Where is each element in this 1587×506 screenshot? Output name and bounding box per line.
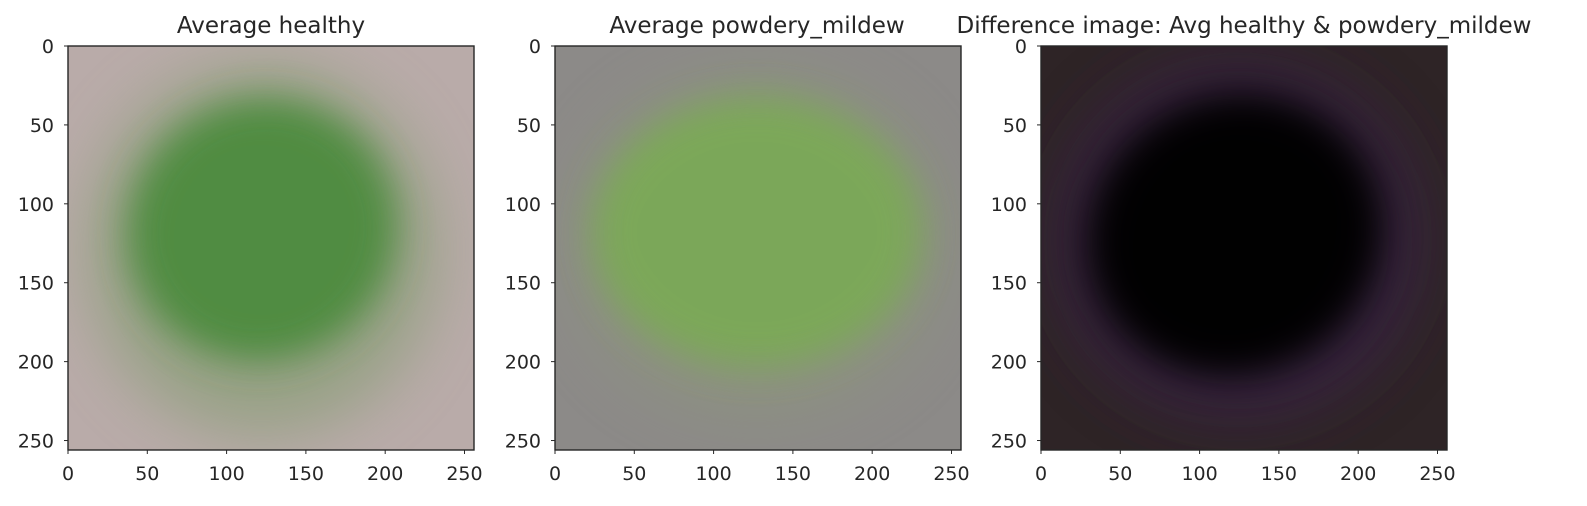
y-tick-label: 150 <box>18 273 54 295</box>
leaf-blob <box>127 99 397 361</box>
x-axis: 0 50 100 150 200 250 <box>62 450 483 485</box>
x-axis: 0 50 100 150 200 250 <box>1035 450 1456 485</box>
y-tick-label: 250 <box>505 431 541 453</box>
image-average-powdery-mildew <box>555 46 961 450</box>
x-axis: 0 50 100 150 200 250 <box>549 450 970 485</box>
panel-average-powdery-mildew: Average powdery_mildew 0 50 100 150 200 250 0… <box>505 13 970 485</box>
x-tick-label: 250 <box>933 463 969 485</box>
leaf-blob <box>592 97 922 367</box>
y-tick-label: 50 <box>517 115 541 137</box>
panel-title-difference-image: Difference image: Avg healthy & powdery_… <box>956 13 1531 39</box>
x-tick-label: 150 <box>775 463 811 485</box>
y-axis: 0 50 100 150 200 250 <box>18 36 68 453</box>
x-tick-label: 250 <box>446 463 482 485</box>
x-tick-label: 200 <box>367 463 403 485</box>
axes-frame <box>67 45 475 451</box>
y-tick-label: 50 <box>1003 115 1027 137</box>
y-tick-label: 200 <box>18 352 54 374</box>
y-tick-label: 0 <box>1015 36 1027 58</box>
y-tick-label: 250 <box>18 431 54 453</box>
y-tick-label: 250 <box>991 431 1027 453</box>
x-tick-label: 150 <box>1261 463 1297 485</box>
y-tick-label: 150 <box>505 273 541 295</box>
y-tick-label: 100 <box>18 194 54 216</box>
leaf-blob <box>1086 93 1384 377</box>
x-tick-label: 200 <box>854 463 890 485</box>
x-tick-label: 50 <box>135 463 159 485</box>
x-tick-label: 0 <box>62 463 74 485</box>
y-tick-label: 0 <box>529 36 541 58</box>
x-tick-label: 50 <box>1108 463 1132 485</box>
panel-title-average-powdery-mildew: Average powdery_mildew <box>609 13 904 39</box>
panel-difference-image: Difference image: Avg healthy & powdery_… <box>956 13 1531 485</box>
x-tick-label: 100 <box>208 463 244 485</box>
y-tick-label: 150 <box>991 273 1027 295</box>
x-tick-label: 150 <box>288 463 324 485</box>
x-tick-label: 250 <box>1419 463 1455 485</box>
y-tick-label: 50 <box>30 115 54 137</box>
axes-frame <box>554 45 962 451</box>
y-tick-label: 200 <box>991 352 1027 374</box>
y-tick-label: 200 <box>505 352 541 374</box>
image-difference <box>1041 46 1447 450</box>
x-tick-label: 200 <box>1340 463 1376 485</box>
axes-frame <box>1040 45 1448 451</box>
x-tick-label: 50 <box>622 463 646 485</box>
y-axis: 0 50 100 150 200 250 <box>991 36 1041 453</box>
x-tick-label: 0 <box>1035 463 1047 485</box>
x-tick-label: 0 <box>549 463 561 485</box>
y-tick-label: 0 <box>42 36 54 58</box>
x-tick-label: 100 <box>1181 463 1217 485</box>
y-tick-label: 100 <box>505 194 541 216</box>
image-average-healthy <box>68 46 474 450</box>
x-tick-label: 100 <box>695 463 731 485</box>
panel-average-healthy: Average healthy 0 50 100 150 200 250 0 50 100 15… <box>18 13 483 485</box>
y-axis: 0 50 100 150 200 250 <box>505 36 555 453</box>
panel-title-average-healthy: Average healthy <box>177 13 365 39</box>
y-tick-label: 100 <box>991 194 1027 216</box>
